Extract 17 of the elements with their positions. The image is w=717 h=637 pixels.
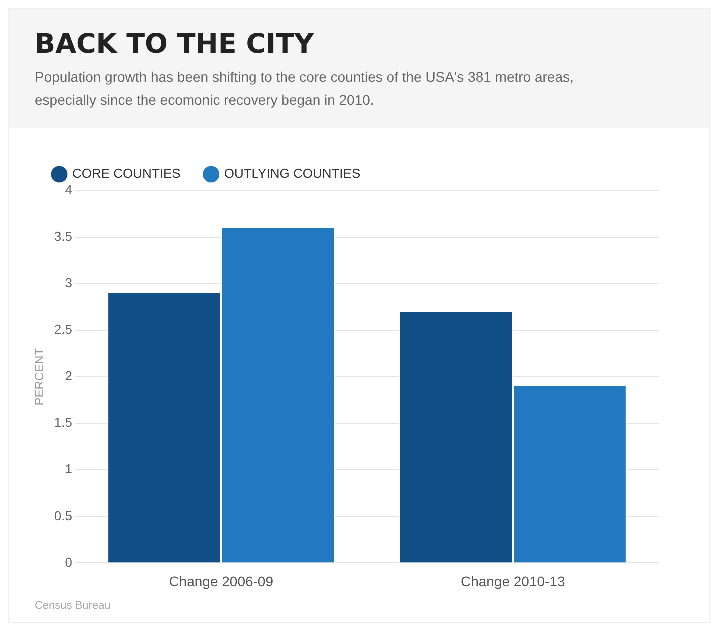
y-tick-label: 4 [65,182,72,198]
y-tick-label: 1 [65,462,72,477]
y-tick-label: 0.5 [54,508,72,524]
chart-title: BACK TO THE CITY [35,29,316,60]
x-tick-label: Change 2006-09 [169,573,274,590]
x-tick-label: Change 2010-13 [460,573,566,590]
chart-subtitle: Population growth has been shifting to the core counties of the USA's 381 metro areas, especially since the ecomonic recovery began in 2010. [35,68,575,110]
y-tick-label: 2.5 [54,322,72,338]
text: Census Bureau [34,599,112,614]
y-axis-title: PERCENT [32,348,47,406]
legend-label: CORE COUNTIES [72,166,182,182]
y-tick-label: 0 [65,554,72,570]
y-tick-label: 1.5 [54,415,72,430]
y-tick-label: 3.5 [54,229,72,244]
legend-label: OUTLYING COUNTIES [224,166,361,182]
y-tick-label: 2 [65,368,72,384]
y-tick-label: 3 [65,276,72,291]
